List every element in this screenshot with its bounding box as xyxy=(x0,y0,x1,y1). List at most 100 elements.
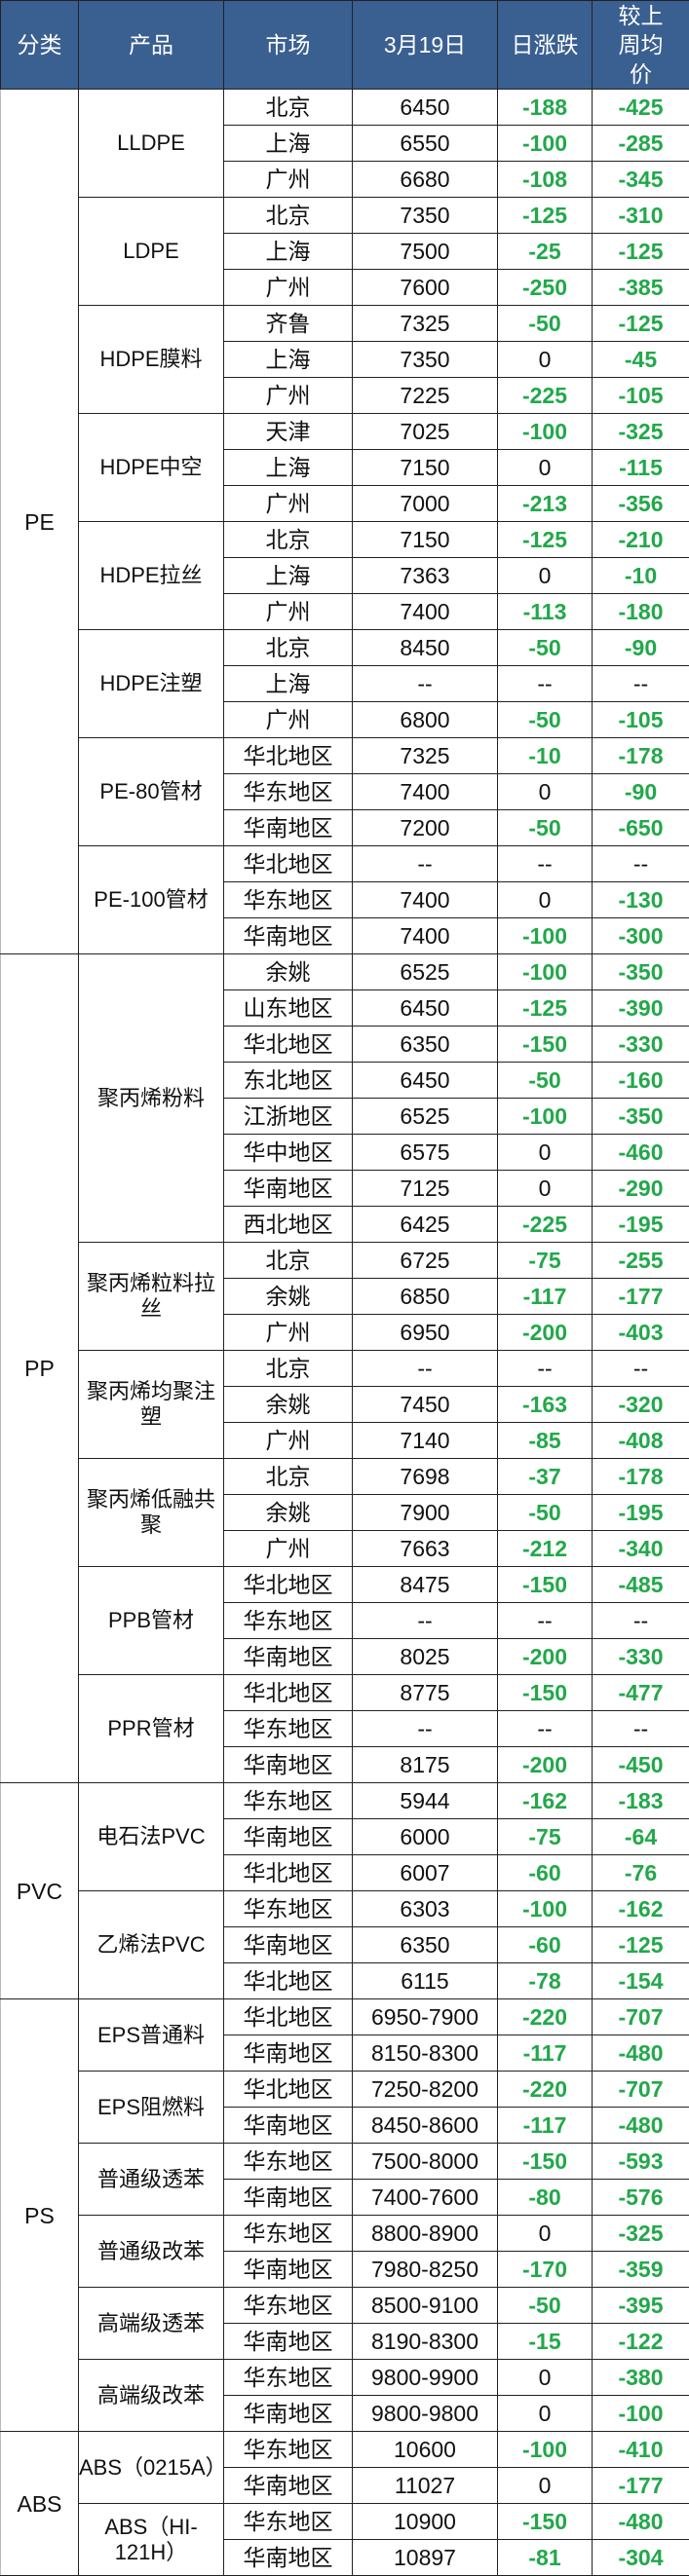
price-cell: 7900 xyxy=(353,1495,498,1531)
daily-change-cell: -25 xyxy=(498,234,593,270)
price-cell: 8500-9100 xyxy=(353,2288,498,2324)
market-cell: 余姚 xyxy=(224,1279,353,1315)
header-row: 分类 产品 市场 3月19日 日涨跌 较上周均价 xyxy=(1,1,689,90)
price-cell: 7663 xyxy=(353,1531,498,1567)
market-cell: 上海 xyxy=(224,234,353,270)
daily-change-cell: -85 xyxy=(498,1423,593,1459)
price-cell: 7125 xyxy=(353,1171,498,1207)
market-cell: 山东地区 xyxy=(224,990,353,1027)
price-cell: 8450 xyxy=(353,630,498,666)
price-cell: 6350 xyxy=(353,1927,498,1963)
product-cell: 乙烯法PVC xyxy=(79,1891,224,1999)
market-cell: 华南地区 xyxy=(224,2468,353,2504)
weekly-change-cell: -304 xyxy=(593,2540,689,2576)
market-cell: 北京 xyxy=(224,1243,353,1279)
price-cell: 8475 xyxy=(353,1567,498,1603)
price-cell: 7150 xyxy=(353,522,498,558)
price-cell: 6000 xyxy=(353,1819,498,1855)
price-cell: -- xyxy=(353,1603,498,1639)
weekly-change-cell: -90 xyxy=(593,630,689,666)
price-cell: 6115 xyxy=(353,1963,498,1999)
daily-change-cell: -50 xyxy=(498,810,593,846)
market-cell: 华南地区 xyxy=(224,2252,353,2288)
weekly-change-cell: -160 xyxy=(593,1063,689,1099)
daily-change-cell: -108 xyxy=(498,162,593,198)
product-cell: HDPE膜料 xyxy=(79,306,224,414)
market-cell: 广州 xyxy=(224,1423,353,1459)
market-cell: 华南地区 xyxy=(224,2035,353,2072)
daily-change-cell: -- xyxy=(498,666,593,702)
daily-change-cell: -225 xyxy=(498,1207,593,1243)
daily-change-cell: -225 xyxy=(498,378,593,414)
price-cell: 7500-8000 xyxy=(353,2144,498,2180)
market-cell: 华东地区 xyxy=(224,2432,353,2468)
market-cell: 广州 xyxy=(224,1531,353,1567)
product-cell: 高端级透苯 xyxy=(79,2288,224,2360)
weekly-change-cell: -210 xyxy=(593,522,689,558)
price-cell: 7400 xyxy=(353,594,498,630)
weekly-change-cell: -76 xyxy=(593,1855,689,1891)
price-cell: 6450 xyxy=(353,990,498,1027)
header-category: 分类 xyxy=(1,1,79,90)
market-cell: 华北地区 xyxy=(224,1675,353,1711)
weekly-change-cell: -177 xyxy=(593,2468,689,2504)
weekly-change-cell: -195 xyxy=(593,1495,689,1531)
market-cell: 上海 xyxy=(224,666,353,702)
price-cell: 10600 xyxy=(353,2432,498,2468)
price-cell: 8450-8600 xyxy=(353,2108,498,2144)
header-product: 产品 xyxy=(79,1,224,90)
weekly-change-cell: -380 xyxy=(593,2360,689,2396)
price-cell: 7250-8200 xyxy=(353,2072,498,2108)
price-cell: 6007 xyxy=(353,1855,498,1891)
market-cell: 华北地区 xyxy=(224,738,353,774)
weekly-change-cell: -460 xyxy=(593,1135,689,1171)
product-cell: PPB管材 xyxy=(79,1567,224,1675)
market-cell: 华东地区 xyxy=(224,2504,353,2540)
daily-change-cell: -75 xyxy=(498,1243,593,1279)
daily-change-cell: -60 xyxy=(498,1927,593,1963)
daily-change-cell: 0 xyxy=(498,2396,593,2432)
price-cell: 6950 xyxy=(353,1315,498,1351)
price-cell: 9800-9800 xyxy=(353,2396,498,2432)
market-cell: 上海 xyxy=(224,126,353,162)
market-cell: 广州 xyxy=(224,378,353,414)
market-cell: 华东地区 xyxy=(224,2360,353,2396)
product-cell: ABS（0215A） xyxy=(79,2432,224,2504)
daily-change-cell: -117 xyxy=(498,2035,593,2072)
price-cell: 6850 xyxy=(353,1279,498,1315)
market-cell: 华北地区 xyxy=(224,1027,353,1063)
weekly-change-cell: -593 xyxy=(593,2144,689,2180)
daily-change-cell: -78 xyxy=(498,1963,593,1999)
product-cell: HDPE拉丝 xyxy=(79,522,224,630)
price-cell: 6350 xyxy=(353,1027,498,1063)
price-cell: 6450 xyxy=(353,1063,498,1099)
product-cell: 电石法PVC xyxy=(79,1783,224,1891)
daily-change-cell: -117 xyxy=(498,1279,593,1315)
market-cell: 余姚 xyxy=(224,954,353,990)
market-cell: 余姚 xyxy=(224,1387,353,1423)
weekly-change-cell: -395 xyxy=(593,2288,689,2324)
price-cell: 7000 xyxy=(353,486,498,522)
price-cell: 8775 xyxy=(353,1675,498,1711)
product-cell: 聚丙烯低融共聚 xyxy=(79,1459,224,1567)
price-cell: 7400 xyxy=(353,774,498,810)
weekly-change-cell: -- xyxy=(593,846,689,882)
price-cell: 7400 xyxy=(353,882,498,918)
market-cell: 北京 xyxy=(224,1351,353,1387)
weekly-change-cell: -290 xyxy=(593,1171,689,1207)
market-cell: 北京 xyxy=(224,198,353,234)
daily-change-cell: -37 xyxy=(498,1459,593,1495)
daily-change-cell: 0 xyxy=(498,342,593,378)
price-cell: 7140 xyxy=(353,1423,498,1459)
daily-change-cell: 0 xyxy=(498,450,593,486)
market-cell: 西北地区 xyxy=(224,1207,353,1243)
weekly-change-cell: -180 xyxy=(593,594,689,630)
market-cell: 广州 xyxy=(224,486,353,522)
market-cell: 华南地区 xyxy=(224,1927,353,1963)
